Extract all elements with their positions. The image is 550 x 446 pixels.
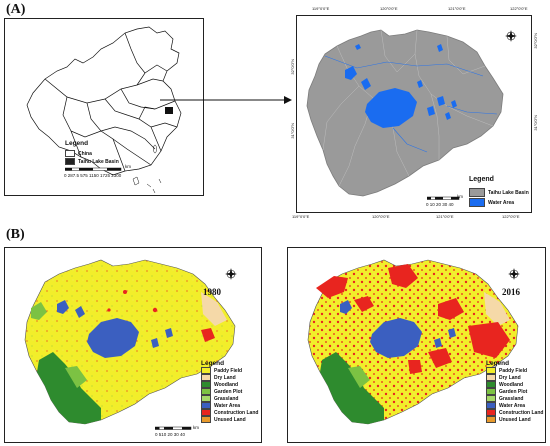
legend-swatch bbox=[65, 158, 75, 165]
basin-legend-item-basin: Taihu Lake Basin bbox=[469, 188, 529, 197]
north-compass-icon bbox=[508, 268, 520, 280]
legend-item-paddy: Paddy Field bbox=[201, 367, 258, 374]
china-outline-map bbox=[26, 26, 182, 194]
legend-item-water: Water Area bbox=[201, 402, 258, 409]
right-tick: 32°0'0"N bbox=[533, 33, 538, 49]
scale-unit-1980: km bbox=[193, 425, 199, 430]
landuse-legend-2016: Legend Paddy Field Dry Land Woodland Gar… bbox=[486, 360, 543, 423]
legend-title: Legend bbox=[201, 360, 225, 367]
legend-item-woodland: Woodland bbox=[486, 381, 543, 388]
legend-item-grassland: Grassland bbox=[486, 395, 543, 402]
panel-b-label: (B) bbox=[6, 227, 25, 242]
basin-legend-title: Legend bbox=[469, 176, 494, 183]
bottom-tick: 119°0'0"E bbox=[292, 214, 310, 219]
basin-scale-numbers: 0 10 20 30 40 bbox=[426, 202, 454, 207]
bottom-tick: 120°0'0"E bbox=[372, 214, 390, 219]
panel-a-label: (A) bbox=[6, 2, 26, 17]
china-map-frame: Legend China Taihu Lake Basin km 0 287.5… bbox=[4, 18, 204, 196]
map-year-2016: 2016 bbox=[502, 287, 520, 297]
scale-numbers-1980: 0 510 20 30 40 bbox=[155, 432, 186, 437]
landuse-map-2016-graphic bbox=[307, 259, 520, 425]
right-tick: 31°0'0"N bbox=[533, 115, 538, 131]
bottom-tick: 122°0'0"E bbox=[502, 214, 520, 219]
china-scale-unit: km bbox=[125, 164, 131, 169]
legend-item-dry: Dry Land bbox=[201, 374, 258, 381]
scale-bar-1980 bbox=[155, 426, 192, 430]
legend-item-woodland: Woodland bbox=[201, 381, 258, 388]
legend-item-garden: Garden Plot bbox=[201, 388, 258, 395]
legend-swatch bbox=[469, 198, 485, 207]
top-tick: 120°0'0"E bbox=[380, 6, 398, 11]
china-legend-title: Legend bbox=[65, 140, 89, 147]
legend-swatch bbox=[469, 188, 485, 197]
legend-swatch bbox=[65, 150, 75, 157]
legend-title: Legend bbox=[486, 360, 510, 367]
legend-item-unused: Unused Land bbox=[486, 416, 543, 423]
legend-item-water: Water Area bbox=[486, 402, 543, 409]
basin-scale-bar bbox=[427, 196, 460, 200]
taihu-lake bbox=[365, 88, 417, 128]
basin-map-panel: 119°0'0"E 120°0'0"E 121°0'0"E 122°0'0"E bbox=[288, 3, 546, 221]
basin-map-frame: Legend Taihu Lake Basin Water Area km 0 … bbox=[296, 15, 532, 213]
bottom-tick: 121°0'0"E bbox=[436, 214, 454, 219]
china-scale-numbers: 0 287.5 575 1150 1725 2300 bbox=[64, 173, 122, 178]
landuse-map-1980-graphic bbox=[24, 259, 237, 425]
legend-item-construction: Construction Land bbox=[201, 409, 258, 416]
china-scale-bar bbox=[65, 167, 122, 171]
legend-item-unused: Unused Land bbox=[201, 416, 258, 423]
legend-item-garden: Garden Plot bbox=[486, 388, 543, 395]
top-tick: 119°0'0"E bbox=[312, 6, 330, 11]
china-legend-item-china: China bbox=[65, 150, 92, 157]
landuse-map-1980: 1980 km 0 510 20 30 40 Legend Paddy Fiel… bbox=[4, 247, 262, 443]
top-tick: 122°0'0"E bbox=[510, 6, 528, 11]
legend-item-construction: Construction Land bbox=[486, 409, 543, 416]
map-year-1980: 1980 bbox=[203, 287, 221, 297]
top-tick: 121°0'0"E bbox=[448, 6, 466, 11]
legend-item-paddy: Paddy Field bbox=[486, 367, 543, 374]
landuse-map-2016: 2016 Legend Paddy Field Dry Land Woodlan… bbox=[287, 247, 546, 443]
landuse-legend-1980: Legend Paddy Field Dry Land Woodland Gar… bbox=[201, 360, 258, 423]
legend-item-grassland: Grassland bbox=[201, 395, 258, 402]
north-compass-icon bbox=[505, 30, 517, 42]
basin-scale-unit: km bbox=[457, 194, 463, 199]
north-compass-icon bbox=[225, 268, 237, 280]
zoom-arrow bbox=[160, 96, 292, 104]
basin-legend-item-water: Water Area bbox=[469, 198, 514, 207]
china-legend-item-basin: Taihu Lake Basin bbox=[65, 158, 119, 165]
taihu-basin-map bbox=[306, 29, 517, 197]
left-tick: 31°0'0"N bbox=[290, 123, 295, 139]
legend-item-dry: Dry Land bbox=[486, 374, 543, 381]
taihu-basin-marker bbox=[165, 107, 173, 114]
left-tick: 32°0'0"N bbox=[290, 59, 295, 75]
